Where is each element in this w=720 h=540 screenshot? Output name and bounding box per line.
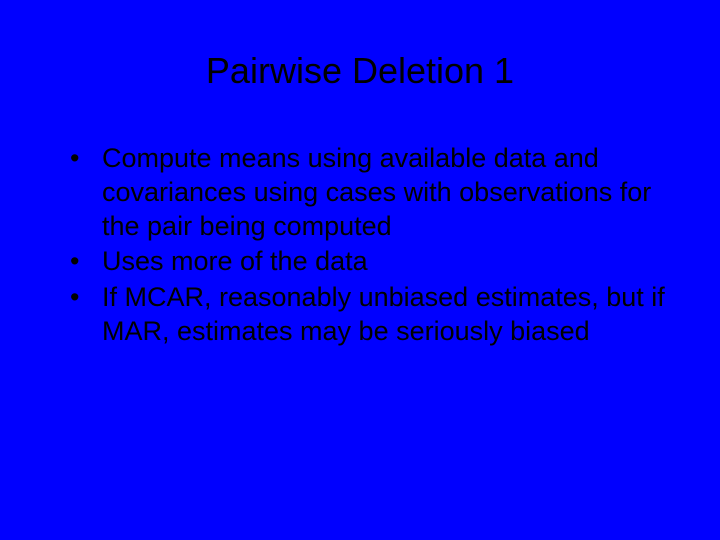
bullet-item: Compute means using available data and c…: [60, 142, 670, 243]
slide-container: Pairwise Deletion 1 Compute means using …: [0, 0, 720, 540]
bullet-item: If MCAR, reasonably unbiased estimates, …: [60, 281, 670, 349]
bullet-item: Uses more of the data: [60, 245, 670, 279]
bullet-list: Compute means using available data and c…: [50, 142, 670, 349]
slide-title: Pairwise Deletion 1: [50, 50, 670, 92]
